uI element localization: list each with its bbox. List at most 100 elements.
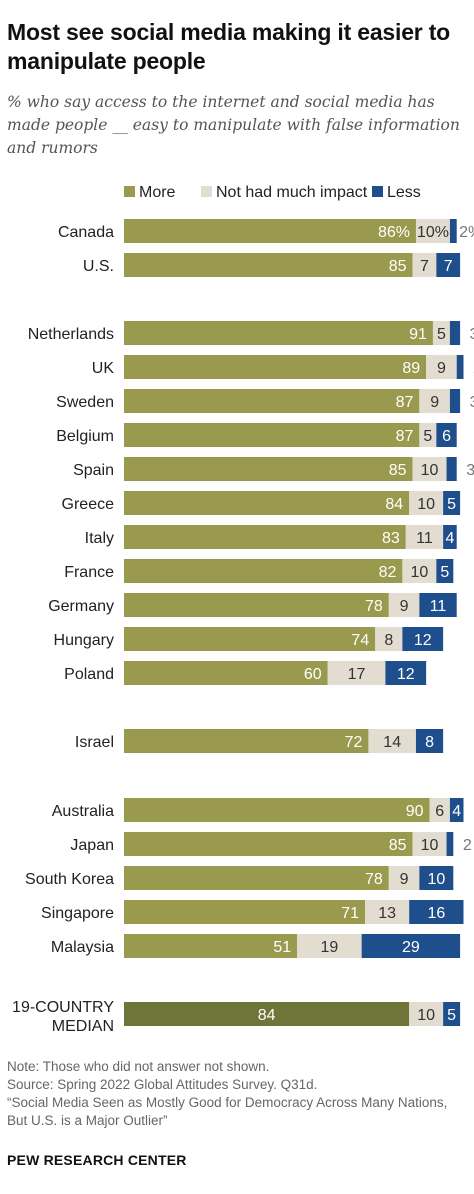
value-not-had-much-impact: 10 xyxy=(417,496,435,513)
bar-less xyxy=(436,559,454,583)
value-less: 4 xyxy=(445,530,454,547)
legend-not-had-much-impact-swatch xyxy=(201,186,212,197)
country-label: Singapore xyxy=(41,905,114,922)
value-more: 89 xyxy=(402,360,420,377)
legend-more-swatch xyxy=(124,186,135,197)
bar-more xyxy=(124,900,366,924)
country-label: Poland xyxy=(64,666,114,683)
bar-less xyxy=(449,798,464,822)
bar-not-had-much-impact xyxy=(426,355,457,379)
value-more: 83 xyxy=(382,530,400,547)
country-label: Spain xyxy=(73,462,114,479)
bar-not-had-much-impact xyxy=(402,559,437,583)
row-singapore: Singapore 71 13 16 xyxy=(41,900,464,924)
bar-not-had-much-impact xyxy=(405,525,444,549)
value-more: 85 xyxy=(389,837,407,854)
country-label: Italy xyxy=(85,530,114,547)
country-label: Germany xyxy=(48,598,114,615)
value-more: 60 xyxy=(304,666,322,683)
bar-not-had-much-impact xyxy=(432,321,450,345)
row-belgium: Belgium 87 5 6 xyxy=(56,423,457,447)
value-less: 12 xyxy=(414,632,432,649)
country-label: Canada xyxy=(58,224,114,241)
bar-not-had-much-impact xyxy=(388,593,420,617)
country-label: UK xyxy=(92,360,115,377)
bar-more xyxy=(124,798,430,822)
country-label: Belgium xyxy=(56,428,114,445)
bar-less xyxy=(436,253,461,277)
country-label: MEDIAN xyxy=(52,1018,114,1035)
bar-not-had-much-impact xyxy=(415,219,450,243)
country-label: Australia xyxy=(52,803,114,820)
bar-less xyxy=(402,627,444,651)
bar-not-had-much-impact xyxy=(412,832,447,856)
value-not-had-much-impact: 7 xyxy=(420,258,429,275)
row-italy: Italy 83 11 4 xyxy=(85,525,457,549)
legend-less-swatch xyxy=(372,186,383,197)
source-text: Source: Spring 2022 Global Attitudes Sur… xyxy=(7,1077,318,1092)
chart-title: Most see social media making it easier t… xyxy=(7,19,451,74)
bar-not-had-much-impact xyxy=(365,900,410,924)
row-poland: Poland 60 17 12 xyxy=(64,661,427,685)
value-less: 3 xyxy=(470,326,474,343)
value-more: 74 xyxy=(351,632,369,649)
country-label: France xyxy=(64,564,114,581)
bar-more xyxy=(124,661,328,685)
value-more: 84 xyxy=(385,496,403,513)
bar-less xyxy=(449,321,461,345)
note-text: Note: Those who did not answer not shown… xyxy=(7,1059,270,1074)
bar-less xyxy=(443,1002,461,1026)
value-less: 5 xyxy=(447,496,456,513)
bar-less xyxy=(449,219,457,243)
chart-subtitle: % who say access to the internet and soc… xyxy=(7,93,460,157)
value-less: 29 xyxy=(402,939,420,956)
value-not-had-much-impact: 5 xyxy=(423,428,432,445)
bar-not-had-much-impact xyxy=(409,1002,444,1026)
bar-less xyxy=(456,355,464,379)
value-not-had-much-impact: 14 xyxy=(383,734,401,751)
value-less: 2 xyxy=(463,837,472,854)
legend-less-label: Less xyxy=(387,184,421,201)
value-not-had-much-impact: 19 xyxy=(320,939,338,956)
row-germany: Germany 78 9 11 xyxy=(48,593,457,617)
row-hungary: Hungary 74 8 12 xyxy=(54,627,444,651)
country-label: Hungary xyxy=(54,632,114,649)
value-not-had-much-impact: 9 xyxy=(400,598,409,615)
row-israel: Israel 72 14 8 xyxy=(75,729,444,753)
legend-more-label: More xyxy=(139,184,176,201)
bar-less xyxy=(436,423,457,447)
value-more: 87 xyxy=(396,428,414,445)
value-more: 51 xyxy=(273,939,291,956)
bar-more xyxy=(124,729,369,753)
value-more: 78 xyxy=(365,598,383,615)
bar-more xyxy=(124,866,389,890)
bar-more xyxy=(124,457,413,481)
value-not-had-much-impact: 10 xyxy=(421,462,439,479)
chart-rows: Canada86%10%2%U.S.8577Netherlands9153UK8… xyxy=(12,219,474,1035)
value-not-had-much-impact: 17 xyxy=(348,666,366,683)
chart-legend: More Not had much impact Less xyxy=(124,184,421,201)
country-label: Sweden xyxy=(56,394,114,411)
brand-logo-text: PEW RESEARCH CENTER xyxy=(7,1152,187,1168)
value-not-had-much-impact: 13 xyxy=(378,905,396,922)
bar-less xyxy=(449,389,461,413)
country-label: Japan xyxy=(70,837,114,854)
bar-more xyxy=(124,321,433,345)
row-malaysia: Malaysia 51 19 29 xyxy=(51,934,461,958)
value-less: 4 xyxy=(452,803,461,820)
value-less: 8 xyxy=(425,734,434,751)
bar-less xyxy=(385,661,427,685)
country-label: South Korea xyxy=(25,871,114,888)
report-text: “Social Media Seen as Mostly Good for De… xyxy=(7,1095,448,1128)
row-greece: Greece 84 10 5 xyxy=(62,491,461,515)
row-spain: Spain 85 10 3 xyxy=(73,457,474,481)
value-not-had-much-impact: 8 xyxy=(384,632,393,649)
value-more: 87 xyxy=(396,394,414,411)
value-not-had-much-impact: 9 xyxy=(400,871,409,888)
value-less: 7 xyxy=(444,258,453,275)
country-label: U.S. xyxy=(83,258,114,275)
bar-more xyxy=(124,627,376,651)
bar-more xyxy=(124,389,420,413)
bar-more xyxy=(124,219,416,243)
bar-not-had-much-impact xyxy=(409,491,444,515)
